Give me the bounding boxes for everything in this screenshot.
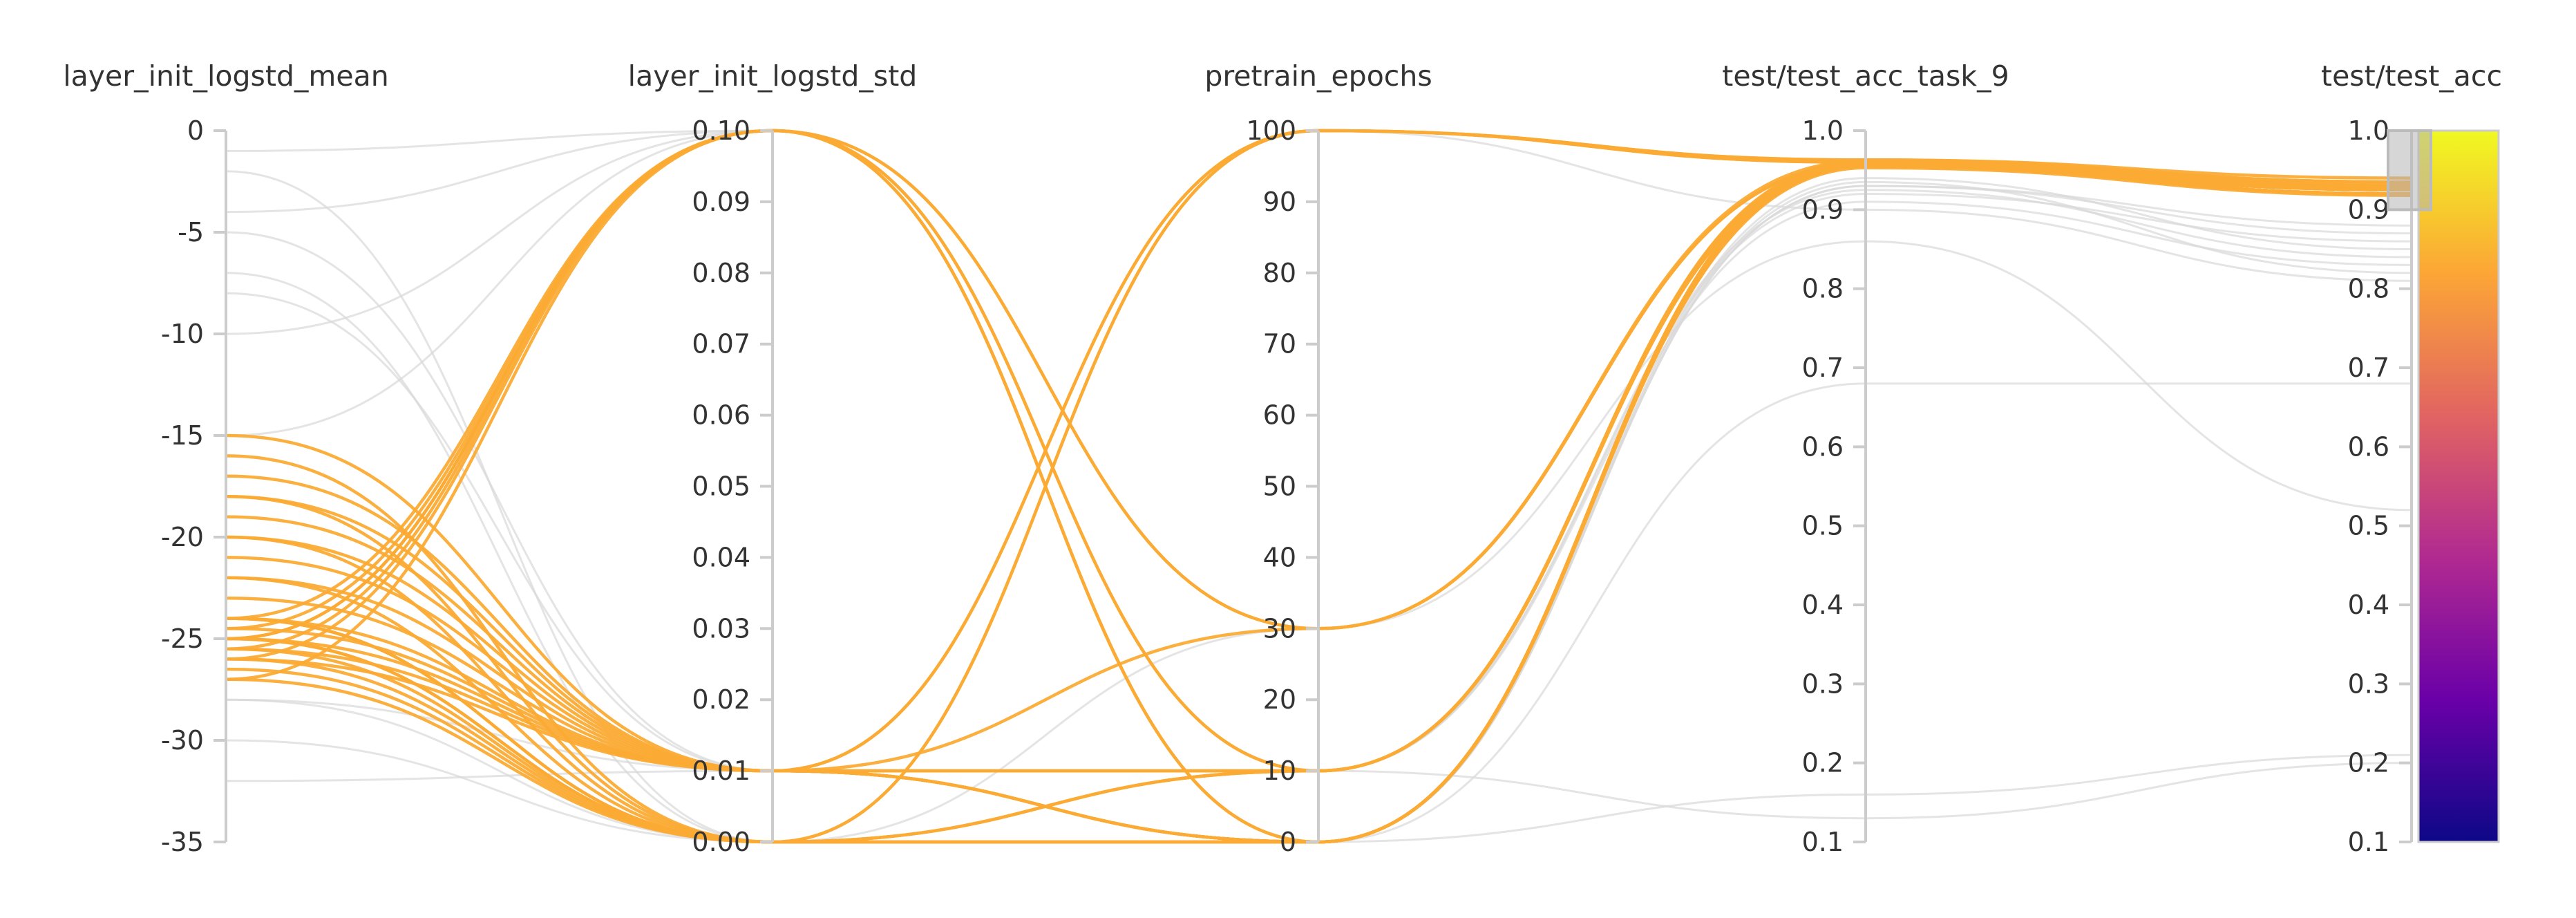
tick-label: 0.5 bbox=[1802, 511, 1844, 541]
tick-label: 0.09 bbox=[692, 187, 750, 217]
tick-label: -5 bbox=[178, 217, 204, 247]
tick-label: 0.5 bbox=[2348, 511, 2389, 541]
axis-3[interactable]: test/test_acc_task_9 1.0 0.9 0.8 0.7 0.6 0.5 0.… bbox=[1722, 59, 2009, 857]
tick-label: 1.0 bbox=[2348, 115, 2389, 146]
tick-label: 0.6 bbox=[1802, 431, 1844, 462]
axis-title: layer_init_logstd_std bbox=[628, 59, 918, 93]
tick-label: 0.1 bbox=[2348, 827, 2389, 857]
tick-label: 0.2 bbox=[2348, 748, 2389, 778]
tick-label: 0.9 bbox=[2348, 194, 2389, 225]
tick-label: 0 bbox=[187, 115, 204, 146]
axis-title: test/test_acc bbox=[2321, 59, 2502, 93]
highlighted-run-line-31 bbox=[225, 162, 2412, 844]
tick-label: 0.3 bbox=[1802, 668, 1844, 699]
tick-label: 0.2 bbox=[1802, 748, 1844, 778]
tick-label: 20 bbox=[1263, 684, 1296, 715]
axis-title: layer_init_logstd_mean bbox=[63, 59, 388, 93]
tick-label: 1.0 bbox=[1802, 115, 1844, 146]
brush-selection[interactable] bbox=[2387, 129, 2432, 212]
tick-label: 0.06 bbox=[692, 400, 750, 431]
tick-label: 90 bbox=[1263, 187, 1296, 217]
tick-label: 0.05 bbox=[692, 471, 750, 502]
tick-label: -10 bbox=[161, 319, 204, 349]
tick-label: 0.07 bbox=[692, 329, 750, 359]
tick-label: -35 bbox=[161, 827, 204, 857]
tick-label: -25 bbox=[161, 624, 204, 654]
tick-label: 0.7 bbox=[1802, 353, 1844, 383]
tick-label: -15 bbox=[161, 420, 204, 451]
tick-label: 0.08 bbox=[692, 258, 750, 288]
tick-label: 0 bbox=[1280, 827, 1296, 857]
tick-label: 100 bbox=[1246, 115, 1296, 146]
tick-label: -30 bbox=[161, 725, 204, 756]
highlighted-run-line-30 bbox=[225, 160, 2412, 844]
tick-label: 0.8 bbox=[1802, 274, 1844, 304]
tick-label: 70 bbox=[1263, 329, 1296, 359]
tick-label: 0.6 bbox=[2348, 431, 2389, 462]
tick-label: 60 bbox=[1263, 400, 1296, 431]
tick-label: 0.9 bbox=[1802, 194, 1844, 225]
tick-label: 50 bbox=[1263, 471, 1296, 502]
axis-title: pretrain_epochs bbox=[1204, 59, 1432, 93]
tick-label: 30 bbox=[1263, 613, 1296, 644]
axis-1[interactable]: layer_init_logstd_std 0.10 0.09 0.08 0.07 0.0… bbox=[628, 59, 918, 857]
tick-label: 10 bbox=[1263, 756, 1296, 786]
highlighted-run-lines bbox=[225, 129, 2412, 844]
axis-0[interactable]: layer_init_logstd_mean 0 -5 -10 -15 -20 -25 -30… bbox=[63, 59, 388, 857]
axis-title: test/test_acc_task_9 bbox=[1722, 59, 2009, 93]
tick-label: 40 bbox=[1263, 542, 1296, 572]
tick-label: 0.02 bbox=[692, 684, 750, 715]
tick-label: 0.4 bbox=[2348, 590, 2389, 620]
tick-label: 80 bbox=[1263, 258, 1296, 288]
tick-label: 0.8 bbox=[2348, 274, 2389, 304]
muted-run-line-10 bbox=[225, 382, 2412, 843]
axes: layer_init_logstd_mean 0 -5 -10 -15 -20 -25 -30… bbox=[63, 59, 2502, 857]
tick-label: -20 bbox=[161, 522, 204, 552]
tick-label: 0.7 bbox=[2348, 353, 2389, 383]
tick-label: 0.04 bbox=[692, 542, 750, 572]
tick-label: 0.00 bbox=[692, 827, 750, 857]
colorbar-and-brush bbox=[2387, 129, 2500, 843]
color-scale-bar bbox=[2417, 129, 2500, 843]
tick-label: 0.4 bbox=[1802, 590, 1844, 620]
tick-label: 0.03 bbox=[692, 613, 750, 644]
tick-label: 0.1 bbox=[1802, 827, 1844, 857]
tick-label: 0.3 bbox=[2348, 668, 2389, 699]
tick-label: 0.10 bbox=[692, 115, 750, 146]
axis-4[interactable]: test/test_acc 1.0 0.9 0.8 0.7 0.6 0.5 0.4 0.3 0.2… bbox=[2321, 59, 2502, 857]
tick-label: 0.01 bbox=[692, 756, 750, 786]
